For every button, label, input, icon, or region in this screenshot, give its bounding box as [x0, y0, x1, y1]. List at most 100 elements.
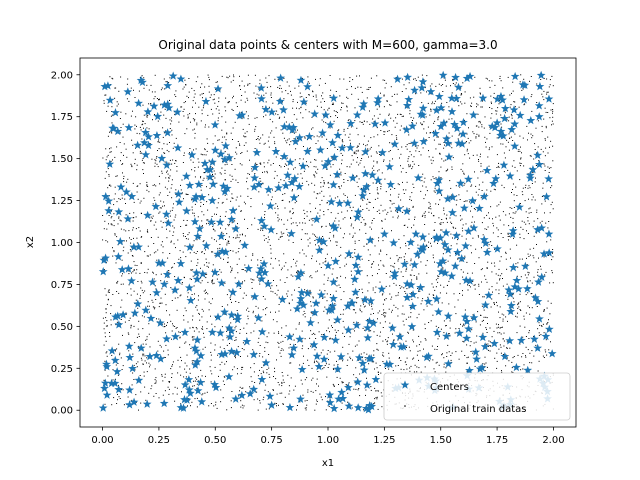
- center-star: [152, 350, 161, 360]
- train-data-point: [449, 255, 451, 257]
- train-data-point: [267, 194, 269, 196]
- train-data-point: [382, 210, 384, 212]
- train-data-point: [191, 294, 193, 295]
- train-data-point: [292, 101, 294, 103]
- train-data-point: [464, 255, 466, 257]
- center-star: [536, 70, 546, 80]
- center-star: [533, 225, 542, 234]
- train-data-point: [261, 184, 262, 186]
- train-data-point: [234, 340, 236, 341]
- train-data-point: [369, 193, 371, 194]
- train-data-point: [519, 301, 521, 303]
- train-data-point: [321, 248, 323, 250]
- train-data-point: [321, 136, 323, 138]
- train-data-point: [102, 317, 104, 319]
- train-data-point: [207, 209, 209, 211]
- train-data-point: [214, 366, 216, 368]
- train-data-point: [408, 208, 410, 210]
- train-data-point: [227, 304, 229, 306]
- train-data-point: [274, 371, 276, 373]
- train-data-point: [240, 210, 242, 212]
- center-star: [192, 357, 202, 366]
- train-data-point: [552, 249, 554, 250]
- train-data-point: [316, 193, 318, 195]
- train-data-point: [157, 166, 159, 168]
- center-star: [145, 351, 155, 361]
- train-data-point: [132, 353, 134, 355]
- train-data-point: [239, 143, 240, 145]
- train-data-point: [219, 269, 221, 271]
- train-data-point: [362, 199, 364, 201]
- train-data-point: [540, 268, 542, 270]
- train-data-point: [510, 104, 512, 106]
- train-data-point: [274, 292, 276, 294]
- train-data-point: [208, 159, 210, 161]
- center-star: [227, 346, 236, 356]
- train-data-point: [354, 382, 356, 384]
- train-data-point: [424, 211, 426, 213]
- train-data-point: [471, 252, 472, 254]
- train-data-point: [438, 364, 440, 366]
- train-data-point: [231, 301, 232, 303]
- train-data-point: [122, 389, 124, 391]
- train-data-point: [318, 331, 320, 333]
- train-data-point: [295, 328, 297, 330]
- train-data-point: [138, 227, 140, 229]
- train-data-point: [403, 256, 405, 258]
- train-data-point: [315, 159, 317, 161]
- train-data-point: [169, 159, 171, 161]
- train-data-point: [435, 279, 437, 281]
- train-data-point: [333, 120, 335, 122]
- train-data-point: [149, 143, 151, 144]
- train-data-point: [220, 389, 222, 391]
- train-data-point: [531, 137, 533, 139]
- train-data-point: [534, 181, 536, 183]
- train-data-point: [297, 305, 299, 307]
- train-data-point: [206, 273, 208, 275]
- center-star: [531, 293, 540, 302]
- train-data-point: [472, 216, 474, 218]
- train-data-point: [276, 359, 277, 361]
- train-data-point: [538, 332, 540, 334]
- train-data-point: [172, 266, 174, 268]
- train-data-point: [297, 270, 299, 272]
- center-star: [319, 237, 328, 246]
- train-data-point: [409, 196, 411, 198]
- train-data-point: [384, 79, 386, 81]
- train-data-point: [268, 354, 270, 355]
- train-data-point: [214, 177, 216, 179]
- train-data-point: [497, 229, 499, 231]
- train-data-point: [157, 120, 159, 122]
- train-data-point: [359, 373, 361, 375]
- train-data-point: [238, 237, 240, 239]
- train-data-point: [135, 216, 137, 218]
- train-data-point: [385, 298, 387, 300]
- train-data-point: [491, 262, 493, 264]
- train-data-point: [104, 220, 106, 222]
- train-data-point: [429, 360, 431, 362]
- train-data-point: [235, 208, 237, 210]
- train-data-point: [241, 404, 243, 406]
- train-data-point: [511, 207, 513, 209]
- train-data-point: [433, 130, 434, 132]
- train-data-point: [284, 193, 286, 195]
- train-data-point: [380, 130, 382, 131]
- train-data-point: [443, 213, 445, 215]
- train-data-point: [119, 354, 121, 356]
- train-data-point: [531, 171, 533, 173]
- train-data-point: [524, 274, 526, 276]
- train-data-point: [506, 283, 508, 285]
- train-data-point: [255, 164, 257, 166]
- train-data-point: [282, 193, 284, 195]
- train-data-point: [439, 152, 441, 154]
- train-data-point: [443, 357, 445, 359]
- train-data-point: [462, 294, 463, 296]
- train-data-point: [437, 346, 438, 347]
- train-data-point: [200, 201, 202, 203]
- center-star: [261, 358, 271, 367]
- train-data-point: [255, 315, 257, 317]
- center-star: [351, 287, 360, 296]
- train-data-point: [334, 350, 336, 352]
- train-data-point: [102, 157, 104, 159]
- train-data-point: [535, 177, 536, 179]
